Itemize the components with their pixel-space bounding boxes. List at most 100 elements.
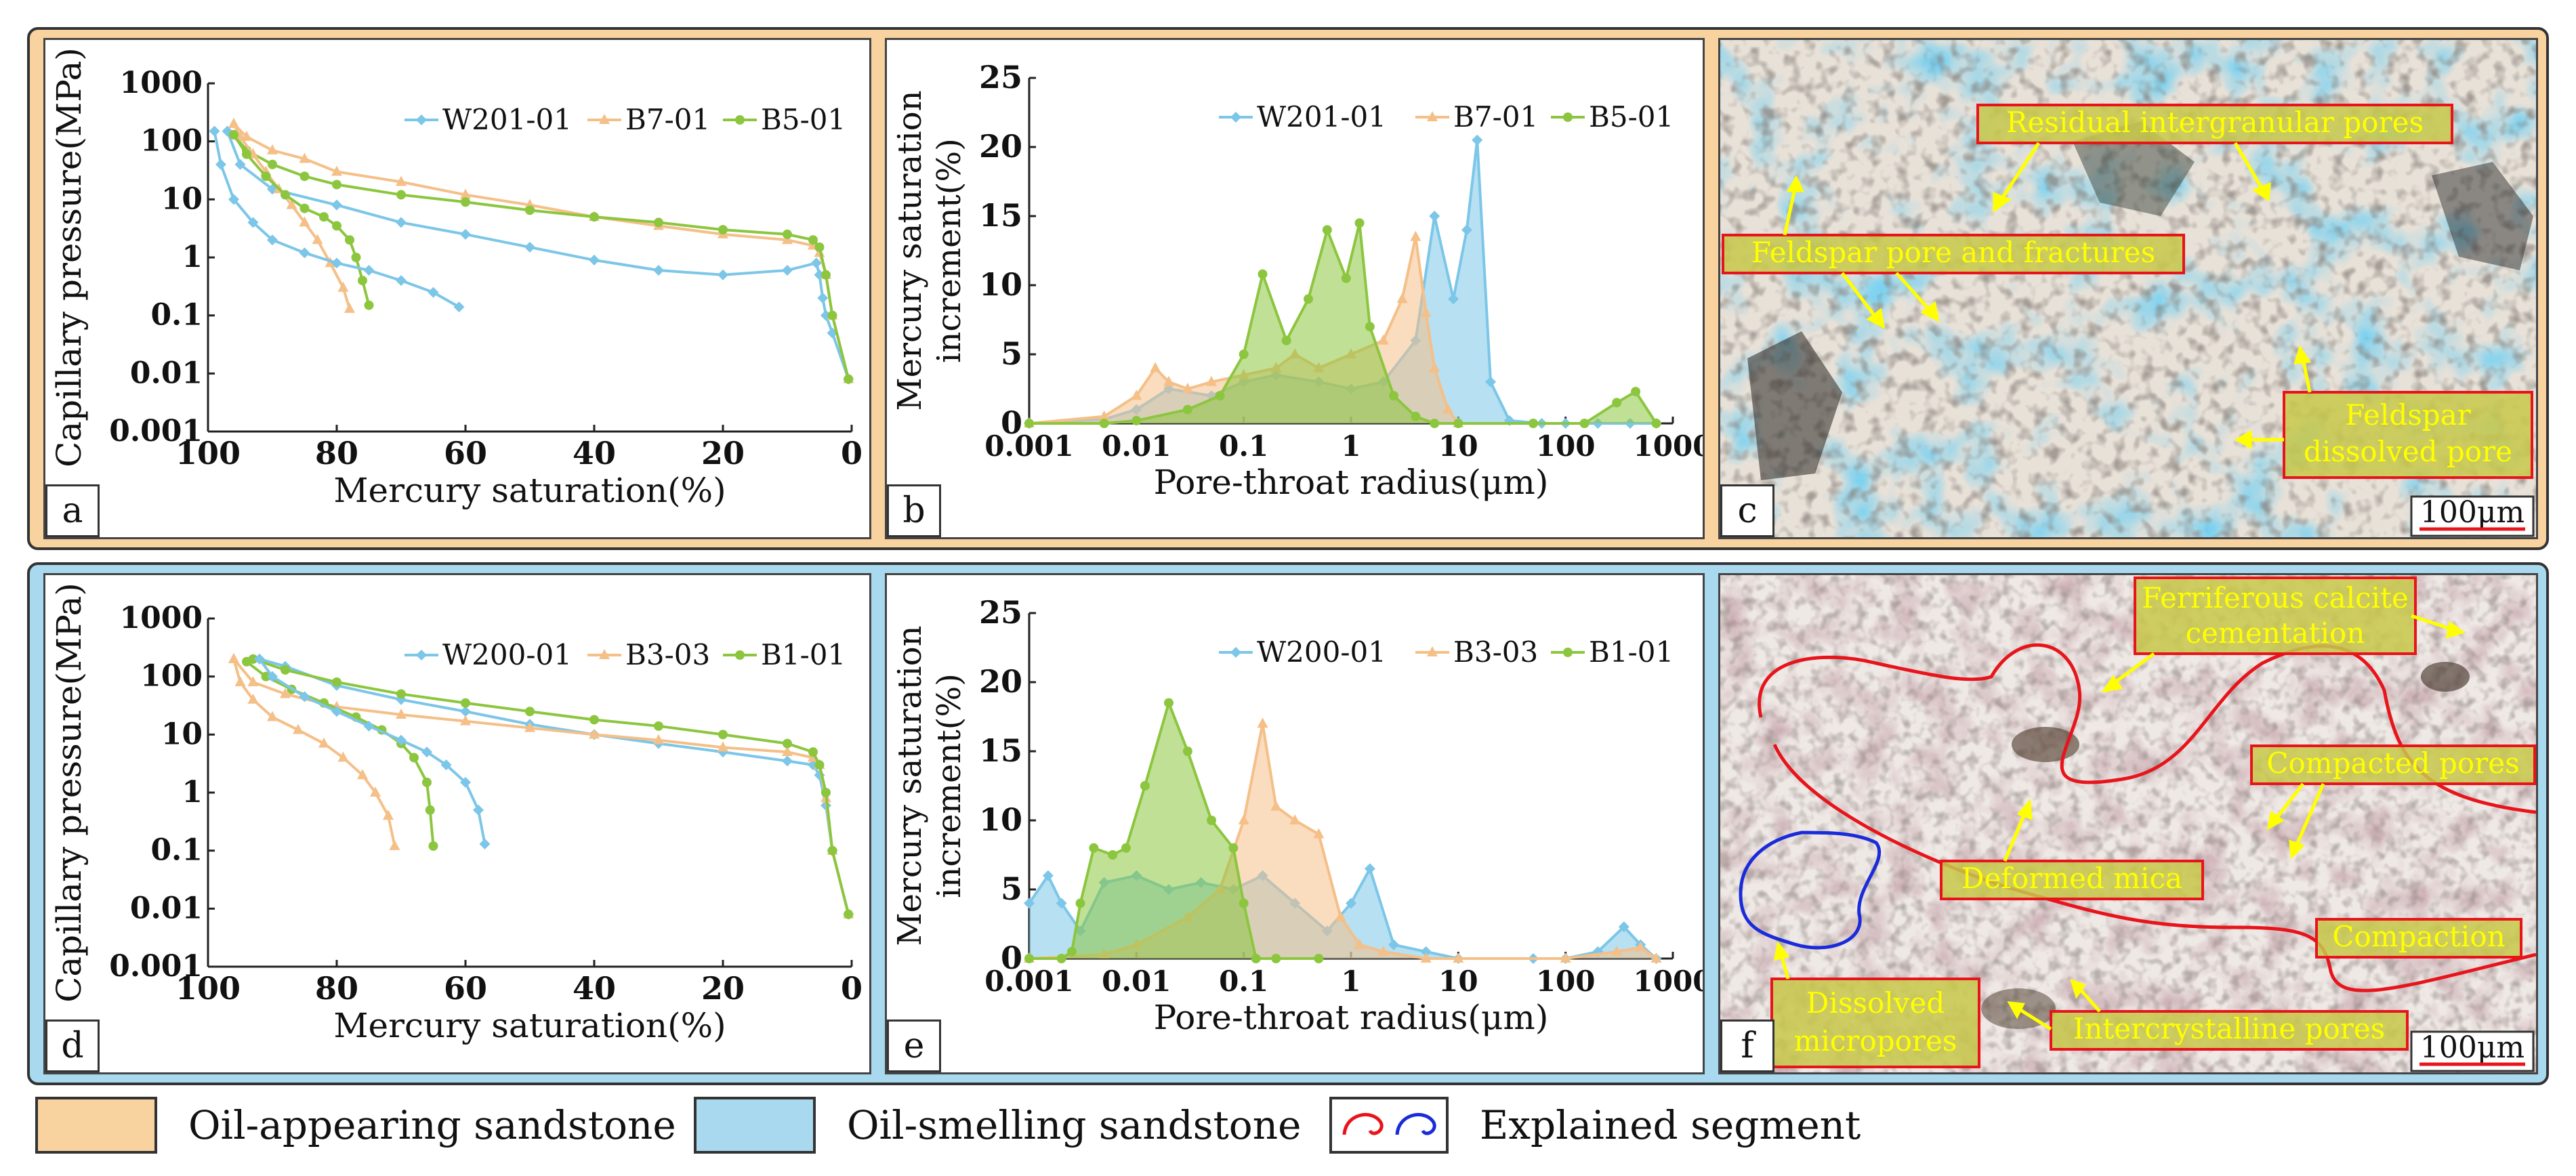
series-line (1029, 222, 1658, 425)
data-point (396, 175, 407, 186)
x-tick-label: 100 (1536, 965, 1596, 998)
legend-marker (1427, 646, 1438, 656)
data-point (332, 221, 341, 231)
data-point (396, 689, 406, 699)
y-tick-label: 1 (182, 240, 203, 274)
data-point (1206, 375, 1218, 386)
data-point (654, 217, 663, 228)
y-tick-label: 0.001 (109, 414, 203, 448)
data-point (1056, 954, 1066, 963)
data-point (331, 165, 342, 176)
data-point (228, 194, 239, 205)
data-point (422, 777, 432, 787)
data-point (286, 198, 297, 209)
x-tick-label: 1 (1341, 429, 1360, 463)
data-point (524, 721, 535, 732)
svg-text:dissolved pore: dissolved pore (2304, 435, 2512, 468)
data-point (524, 241, 535, 253)
x-tick-label: 1 (1341, 965, 1360, 998)
data-point (844, 909, 854, 919)
panel-label-c: c (1720, 484, 1774, 537)
annotation-compaction: Compaction (2315, 918, 2522, 959)
data-point (363, 720, 375, 732)
panel-c-photomicrograph: Residual intergranular pores Feldspar po… (1718, 38, 2538, 539)
data-point (1529, 419, 1539, 428)
data-point (1341, 273, 1351, 283)
data-point (396, 694, 407, 705)
legend-label: W201-01 (442, 103, 572, 136)
y-tick-label: 10 (979, 266, 1022, 303)
x-tick-label: 100 (175, 970, 241, 1007)
data-point (389, 839, 400, 850)
data-point (479, 838, 491, 849)
data-point (783, 229, 792, 239)
data-point (293, 723, 304, 734)
y-tick-label: 1000 (120, 66, 203, 100)
annotation-arrows-c (1783, 142, 2312, 450)
data-point (1354, 938, 1365, 949)
x-axis-title: Mercury saturation(%) (333, 471, 726, 510)
panel-f-photomicrograph: Ferriferous calcite cementation Compacte… (1718, 573, 2538, 1074)
data-point (1140, 781, 1150, 791)
svg-text:micropores: micropores (1794, 1024, 1957, 1057)
y-tick-label: 0.01 (130, 891, 203, 925)
data-point (1472, 134, 1483, 146)
y-axis-title-line2: increment(%) (930, 138, 968, 363)
y-tick-label: 15 (979, 197, 1022, 234)
data-point (827, 845, 837, 856)
data-point (718, 269, 728, 280)
svg-text:cementation: cementation (2186, 616, 2365, 650)
svg-text:Residual intergranular pores: Residual intergranular pores (2006, 106, 2424, 139)
data-point (1163, 698, 1173, 708)
series-line (259, 657, 850, 915)
x-tick-label: 0 (841, 970, 863, 1007)
x-tick-label: 100 (175, 435, 241, 471)
data-point (337, 751, 349, 762)
data-point (428, 287, 439, 298)
data-point (358, 276, 367, 286)
legend-oil-appearing: Oil-appearing sandstone (35, 1095, 676, 1156)
data-point (1182, 404, 1192, 415)
series-line (232, 658, 850, 915)
series-area (1029, 702, 1319, 959)
data-point (254, 653, 265, 665)
data-point (1098, 410, 1110, 421)
y-tick-label: 0.1 (150, 833, 203, 868)
data-point (1635, 941, 1646, 952)
data-point (808, 235, 818, 245)
data-point (1121, 843, 1131, 853)
data-point (782, 746, 793, 757)
x-tick-label: 0.1 (1219, 965, 1268, 998)
data-point (461, 197, 470, 207)
data-point (1388, 939, 1400, 950)
y-tick-label: 20 (979, 663, 1022, 700)
data-point (1346, 898, 1356, 909)
data-point (1251, 954, 1261, 963)
data-point (1024, 954, 1034, 963)
data-point (460, 228, 471, 240)
data-point (1420, 952, 1432, 963)
data-point (1099, 419, 1109, 428)
data-point (351, 253, 361, 262)
data-point (363, 265, 375, 276)
y-tick-label: 0.1 (150, 298, 203, 333)
data-point (1430, 419, 1440, 428)
data-point (209, 125, 220, 137)
data-point (589, 715, 599, 725)
svg-text:Compaction: Compaction (2332, 920, 2505, 953)
x-tick-label: 1000 (1634, 429, 1703, 463)
scale-bar-c: 100μm (2410, 495, 2535, 537)
data-point (299, 216, 310, 227)
data-point (1396, 293, 1408, 303)
legend-marker (1563, 112, 1573, 122)
data-point (1631, 387, 1641, 397)
legend-marker (599, 114, 610, 124)
data-point (428, 841, 438, 851)
data-point (1281, 335, 1291, 345)
data-point (268, 159, 277, 169)
legend-swatch-oil-appearing (35, 1097, 157, 1154)
data-point (1560, 952, 1571, 963)
data-point (1411, 411, 1421, 421)
y-tick-label: 10 (979, 801, 1022, 838)
